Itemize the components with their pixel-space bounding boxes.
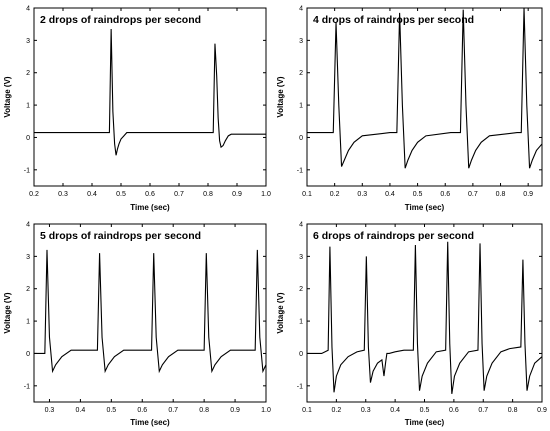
y-tick-label: 4: [26, 222, 30, 229]
voltage-trace-line: [307, 7, 543, 169]
y-tick-label: 4: [299, 6, 303, 13]
x-tick-label: 0.2: [330, 191, 340, 198]
panel-title: 5 drops of raindrops per second: [40, 230, 201, 242]
x-tick-label: 0.7: [168, 407, 178, 414]
x-tick-label: 0.8: [199, 407, 209, 414]
x-tick-label: 0.5: [116, 191, 126, 198]
x-tick-label: 0.6: [449, 407, 459, 414]
x-tick-label: 0.3: [357, 191, 367, 198]
x-tick-label: 0.2: [29, 191, 39, 198]
y-tick-label: 3: [299, 38, 303, 45]
plot-frame: [33, 7, 267, 187]
y-tick-label: 1: [299, 319, 303, 326]
y-tick-label: 0: [26, 135, 30, 142]
y-axis-label: Voltage (V): [3, 76, 12, 118]
y-axis-label: Voltage (V): [3, 292, 12, 334]
y-axis-label: Voltage (V): [276, 76, 285, 118]
x-tick-label: 0.1: [302, 191, 312, 198]
y-tick-label: 2: [26, 286, 30, 293]
x-tick-label: 0.9: [232, 191, 242, 198]
voltage-trace-line: [34, 249, 267, 374]
x-tick-label: 0.7: [478, 407, 488, 414]
x-tick-label: 0.3: [45, 407, 55, 414]
x-tick-label: 0.9: [230, 407, 240, 414]
x-tick-label: 0.8: [496, 191, 506, 198]
x-axis-label: Time (sec): [130, 418, 170, 427]
x-tick-label: 0.7: [468, 191, 478, 198]
y-tick-label: 3: [299, 254, 303, 261]
y-tick-label: 2: [299, 70, 303, 77]
plot-frame: [33, 223, 267, 403]
x-tick-label: 0.4: [87, 191, 97, 198]
x-axis-label: Time (sec): [405, 203, 445, 212]
x-tick-label: 0.4: [385, 191, 395, 198]
panel-title: 2 drops of raindrops per second: [40, 14, 201, 26]
x-tick-label: 0.4: [390, 407, 400, 414]
panel-4-drops: 0.1 0.2 0.3 0.4 0.5 0.6 0.7 0.8 0.9 -1 0 1 2 3 4 4 drop…: [276, 6, 543, 212]
y-tick-label: 3: [26, 254, 30, 261]
x-tick-label: 0.5: [413, 191, 423, 198]
y-tick-label: 0: [299, 135, 303, 142]
x-tick-label: 0.6: [145, 191, 155, 198]
y-tick-label: -1: [24, 167, 30, 174]
x-tick-label: 0.3: [58, 191, 68, 198]
panel-6-drops: 0.1 0.2 0.3 0.4 0.5 0.6 0.7 0.8 0.9 -1 0 1 2 3 4 6 drop…: [276, 222, 547, 428]
voltage-trace-line: [34, 29, 266, 156]
x-tick-label: 1.0: [261, 407, 271, 414]
x-tick-label: 1.0: [261, 191, 271, 198]
y-tick-label: 2: [299, 286, 303, 293]
x-tick-label: 0.4: [76, 407, 86, 414]
panel-5-drops: 0.3 0.4 0.5 0.6 0.7 0.8 0.9 1.0 -1 0 1 2 3 4 5 drops o…: [3, 222, 271, 428]
plot-frame: [306, 223, 543, 403]
x-tick-label: 0.6: [440, 191, 450, 198]
y-axis-label: Voltage (V): [276, 292, 285, 334]
y-tick-label: -1: [297, 167, 303, 174]
x-tick-label: 0.6: [137, 407, 147, 414]
y-tick-label: 1: [26, 319, 30, 326]
y-tick-label: -1: [297, 383, 303, 390]
x-tick-label: 0.5: [420, 407, 430, 414]
x-tick-label: 0.9: [523, 191, 533, 198]
x-axis-label: Time (sec): [405, 418, 445, 427]
panel-2-drops: 0.2 0.3 0.4 0.5 0.6 0.7 0.8 0.9 1.0 -1 0 1 2 3 4 2 drop…: [3, 6, 271, 213]
y-tick-label: 2: [26, 70, 30, 77]
y-tick-label: 0: [26, 351, 30, 358]
y-tick-label: 0: [299, 351, 303, 358]
y-tick-label: 1: [299, 103, 303, 110]
y-tick-label: 3: [26, 38, 30, 45]
panel-title: 4 drops of raindrops per second: [313, 14, 474, 26]
x-tick-label: 0.3: [361, 407, 371, 414]
x-axis-label: Time (sec): [130, 203, 170, 212]
x-tick-label: 0.9: [537, 407, 547, 414]
y-tick-label: 1: [26, 103, 30, 110]
x-tick-label: 0.8: [203, 191, 213, 198]
x-tick-label: 0.1: [302, 407, 312, 414]
x-tick-label: 0.8: [508, 407, 518, 414]
x-tick-label: 0.2: [332, 407, 342, 414]
plot-frame: [306, 7, 543, 187]
x-tick-label: 0.5: [106, 407, 116, 414]
x-tick-label: 0.7: [174, 191, 184, 198]
y-tick-label: -1: [24, 383, 30, 390]
voltage-trace-line: [307, 241, 543, 394]
y-tick-label: 4: [26, 6, 30, 13]
y-tick-label: 4: [299, 222, 303, 229]
panel-title: 6 drops of raindrops per second: [313, 230, 474, 242]
